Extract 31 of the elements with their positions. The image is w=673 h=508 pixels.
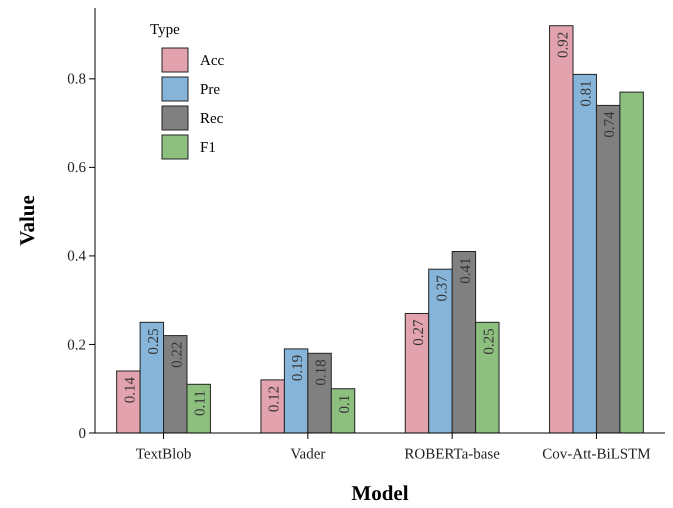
data-label: 0.74 bbox=[602, 110, 618, 138]
data-label: 0.22 bbox=[169, 342, 186, 368]
y-tick-label: 0.2 bbox=[67, 337, 86, 354]
legend-title: Type bbox=[150, 22, 180, 38]
x-tick-label: Vader bbox=[290, 446, 326, 462]
data-label: 0.37 bbox=[434, 274, 450, 302]
data-label: 0.25 bbox=[146, 328, 162, 355]
x-tick-label: TextBlob bbox=[136, 446, 192, 462]
data-label: 0.27 bbox=[410, 318, 427, 346]
x-tick-label: ROBERTa-base bbox=[404, 446, 500, 462]
y-axis-title: Value bbox=[15, 195, 39, 246]
y-tick-label: 0.6 bbox=[67, 160, 86, 176]
y-tick-label: 0.4 bbox=[67, 248, 86, 265]
legend-label: Pre bbox=[200, 82, 220, 98]
data-label: 0.92 bbox=[555, 32, 572, 58]
x-axis-title: Model bbox=[351, 481, 409, 505]
data-label: 0.41 bbox=[458, 257, 474, 284]
data-label: 0.12 bbox=[266, 386, 283, 412]
data-label: 0.14 bbox=[122, 376, 138, 404]
legend-label: Acc bbox=[200, 53, 224, 69]
y-tick-label: 0 bbox=[78, 426, 86, 442]
x-tick-label: Cov-Att-BiLSTM bbox=[542, 446, 651, 462]
y-tick-label: 0.8 bbox=[67, 72, 86, 88]
data-label: 0.19 bbox=[290, 354, 306, 382]
legend-label: Rec bbox=[200, 111, 224, 127]
data-label: 0.1 bbox=[337, 394, 354, 414]
data-label: 0.81 bbox=[578, 80, 595, 107]
legend-label: F1 bbox=[200, 140, 216, 156]
data-label: 0.11 bbox=[192, 390, 209, 416]
data-label: 0.25 bbox=[481, 328, 498, 355]
data-label: 0.18 bbox=[314, 359, 330, 386]
